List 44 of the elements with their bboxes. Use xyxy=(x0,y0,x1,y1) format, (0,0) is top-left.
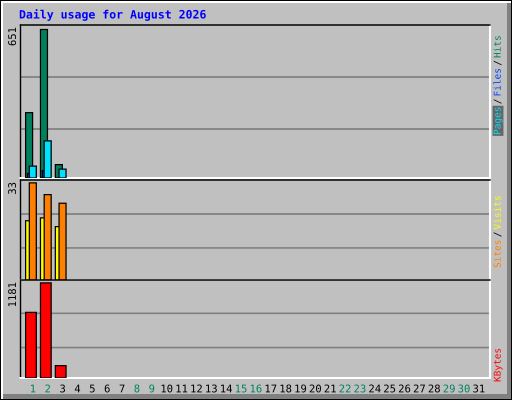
x-tick-label: 25 xyxy=(384,384,396,392)
x-tick-label: 17 xyxy=(266,384,276,392)
x-tick-label: 21 xyxy=(324,384,336,392)
text: Sites xyxy=(493,240,501,268)
text: / xyxy=(494,232,502,237)
x-tick-label: 27 xyxy=(414,384,425,392)
text: Hits xyxy=(493,36,501,58)
x-tick-label: 23 xyxy=(354,384,366,392)
text: 1181 xyxy=(8,282,16,306)
x-tick-label: 19 xyxy=(295,384,306,392)
x-tick-label: 11 xyxy=(176,384,188,392)
text: Files xyxy=(493,69,501,96)
x-tick-label: 14 xyxy=(221,384,232,392)
x-tick-label: 5 xyxy=(90,384,95,392)
text: 651 xyxy=(8,28,16,46)
text: / xyxy=(494,60,502,66)
text: Pages xyxy=(494,108,503,134)
x-tick-label: 16 xyxy=(250,384,262,392)
x-tick-label: 12 xyxy=(191,384,202,392)
x-tick-label: 7 xyxy=(120,384,124,392)
x-tick-label: 24 xyxy=(369,384,381,392)
x-tick-label: 30 xyxy=(458,384,470,392)
x-tick-label: 18 xyxy=(280,384,292,392)
x-tick-label: 3 xyxy=(60,384,66,392)
x-tick-label: 31 xyxy=(473,384,484,392)
text: KBytes xyxy=(494,348,503,382)
x-tick-label: 22 xyxy=(339,384,351,392)
x-tick-label: 20 xyxy=(310,384,321,392)
x-tick-label: 9 xyxy=(149,384,154,392)
text: 33 xyxy=(8,182,16,194)
x-tick-label: 2 xyxy=(45,384,50,392)
chart-title: Daily usage for August 2026 xyxy=(20,9,206,21)
text: / xyxy=(494,99,502,104)
x-tick-label: 8 xyxy=(134,384,140,392)
x-tick-label: 26 xyxy=(398,384,410,392)
text: Visits xyxy=(493,196,501,230)
x-tick-label: 29 xyxy=(444,384,455,392)
x-tick-label: 1 xyxy=(30,384,36,392)
x-tick-label: 10 xyxy=(162,384,172,392)
x-tick-label: 13 xyxy=(206,384,217,392)
x-tick-label: 28 xyxy=(428,384,440,392)
x-tick-label: 15 xyxy=(236,384,247,392)
x-tick-label: 6 xyxy=(104,384,110,392)
x-tick-label: 4 xyxy=(74,384,80,392)
